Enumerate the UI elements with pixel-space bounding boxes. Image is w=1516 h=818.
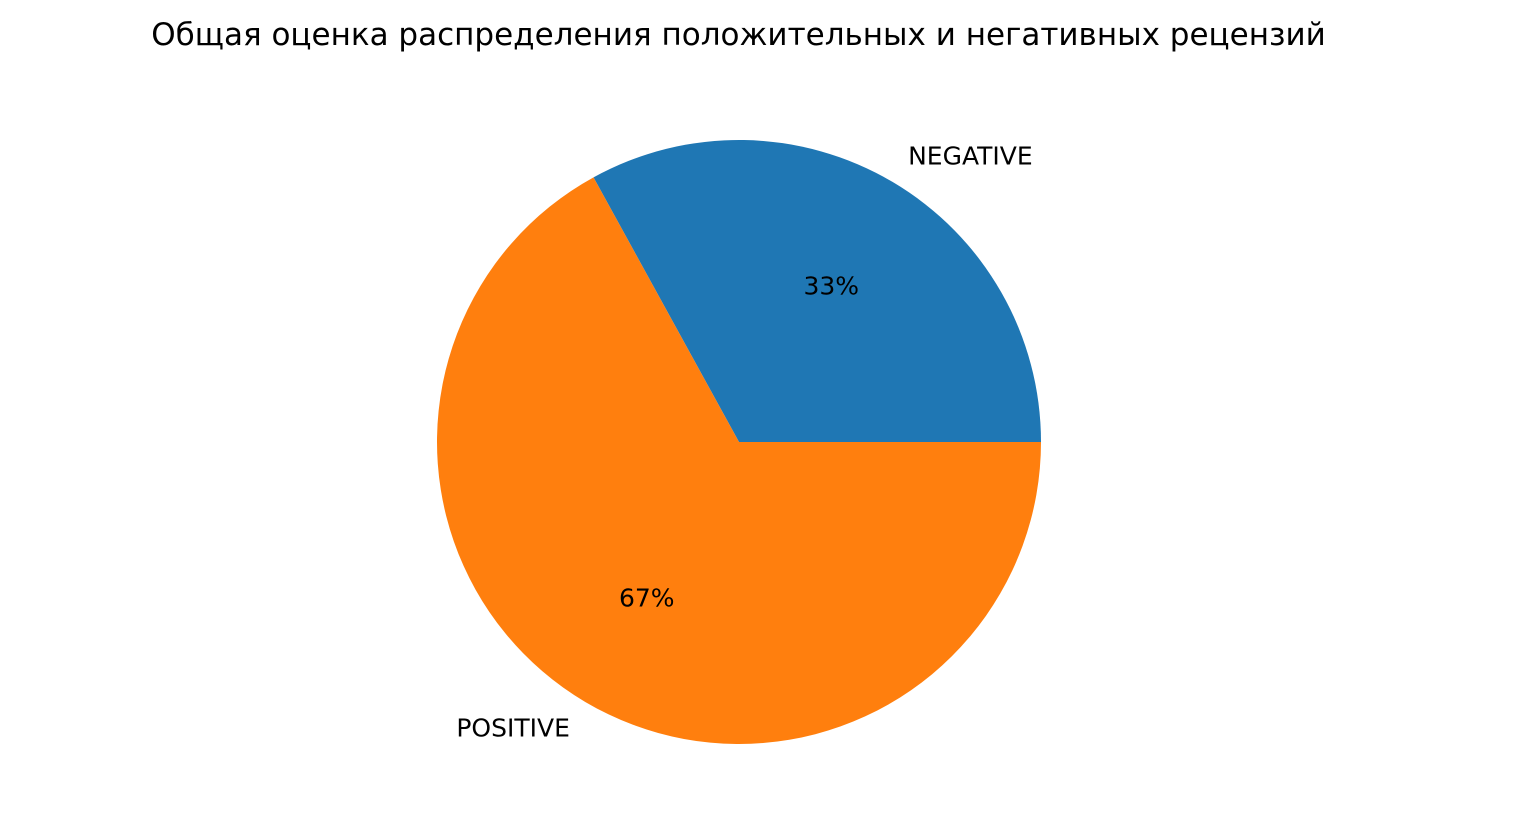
slice-percent-positive: 67%	[619, 583, 675, 612]
pie-slice-negative	[593, 139, 1041, 442]
pie-slice-positive	[437, 177, 1041, 745]
pie-slices	[437, 139, 1041, 745]
pie-labels: NEGATIVE 33% POSITIVE 67%	[456, 142, 1032, 743]
slice-percent-negative: 33%	[803, 272, 859, 301]
slice-label-negative: NEGATIVE	[908, 142, 1033, 171]
chart-title: Общая оценка распределения положительных…	[151, 17, 1326, 53]
slice-label-positive: POSITIVE	[456, 713, 570, 742]
